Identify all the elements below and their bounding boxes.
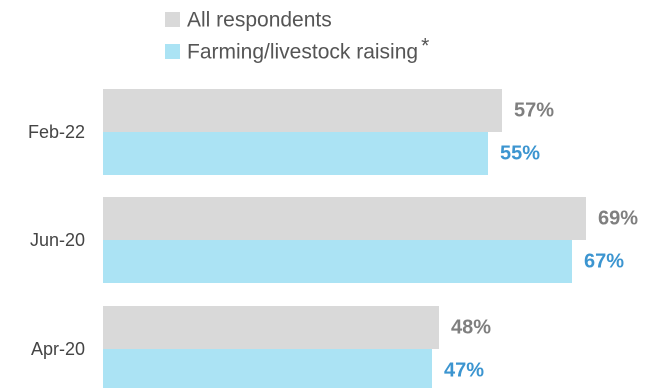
category-tick-label: Apr-20 [31,339,85,359]
legend-label: All respondents [187,9,332,32]
legend-label: Farming/livestock raising [187,41,418,64]
bar [103,240,572,283]
legend-swatch [165,44,180,59]
bar [103,132,488,175]
data-label: 67% [584,251,624,273]
category-tick-label: Feb-22 [28,122,85,142]
data-label: 48% [451,317,491,339]
data-label: 57% [514,100,554,122]
bar [103,89,502,132]
legend-footnote-marker: * [421,35,429,58]
data-label: 47% [444,360,484,382]
data-label: 55% [500,143,540,165]
category-tick-label: Jun-20 [30,230,85,250]
bars [103,89,586,388]
legend: All respondents Farming/livestock raising… [165,9,429,64]
bar [103,197,586,240]
bar [103,349,432,388]
legend-swatch [165,12,180,27]
data-label: 69% [598,208,638,230]
bar [103,306,439,349]
labels: 57% 55% Feb-22 69% 67% Jun-20 48% 47% Apr-20 [28,100,638,382]
